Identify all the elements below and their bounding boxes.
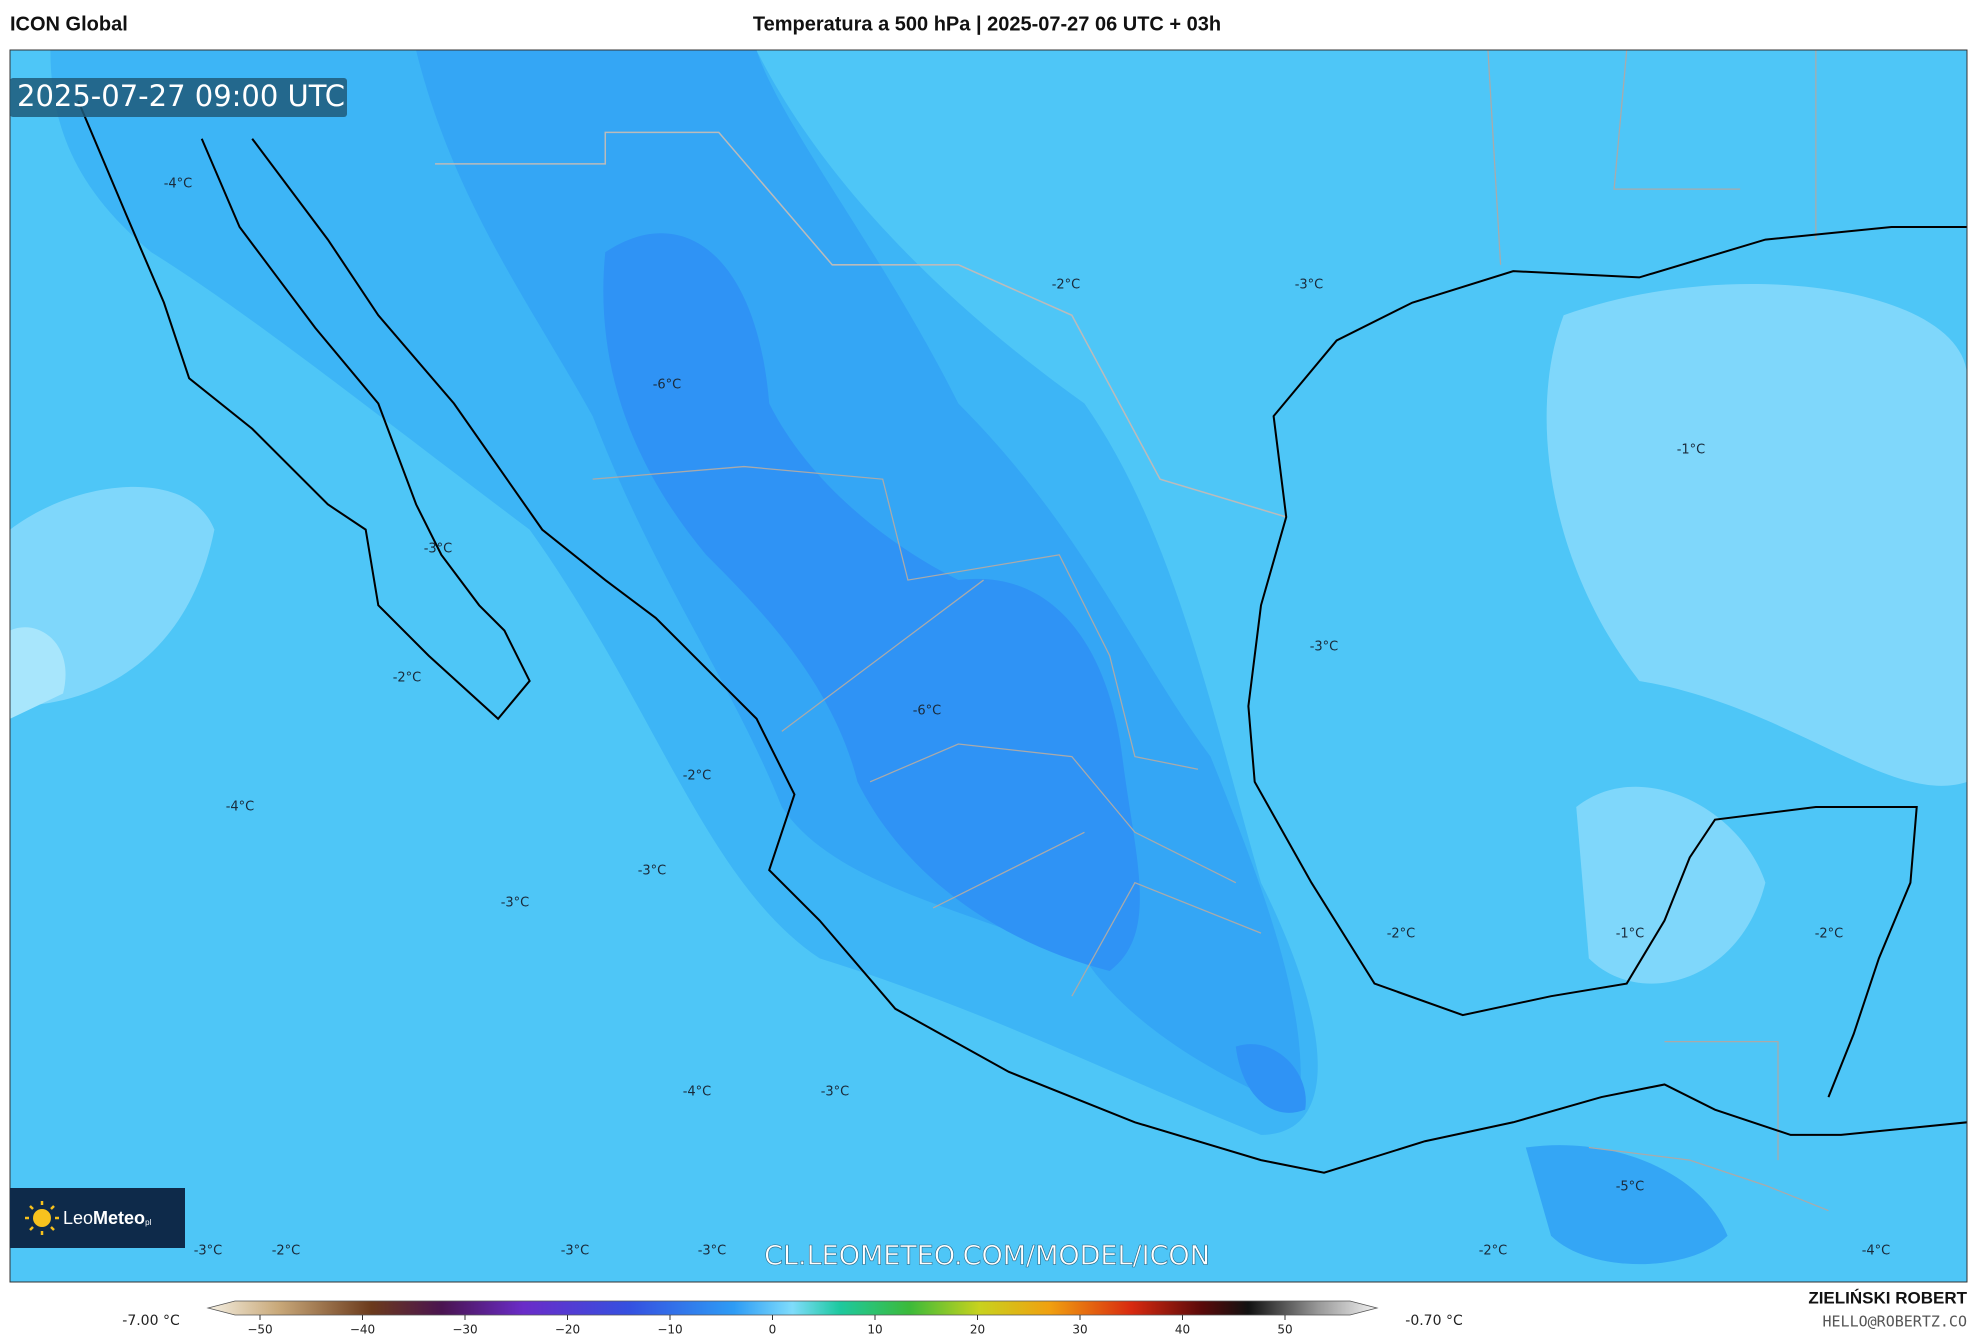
borders: [435, 50, 1829, 1212]
temperature-label: -1°C: [1677, 443, 1706, 458]
logo-part2: Meteo: [93, 1208, 145, 1228]
colorbar-ticks: −50 −40 −30 −20 −10 0 10 20 30 40 50: [247, 1315, 1293, 1337]
author-name: ZIELIŃSKI ROBERT: [1808, 1288, 1967, 1307]
temperature-label: -3°C: [501, 896, 530, 911]
temperature-label: -3°C: [821, 1085, 850, 1100]
colorbar-tick-label: 50: [1277, 1323, 1292, 1337]
map-title: Temperatura a 500 hPa | 2025-07-27 06 UT…: [753, 13, 1221, 35]
temperature-label: -6°C: [913, 704, 942, 719]
temperature-label: -2°C: [1052, 278, 1081, 293]
colorbar-tick-label: −50: [247, 1323, 272, 1337]
colorbar-tick-label: −10: [657, 1323, 682, 1337]
map: -4°C -2°C -3°C -6°C -1°C -3°C -3°C -2°C -6°C -2°C…: [10, 50, 1967, 1282]
temperature-label: -2°C: [393, 671, 422, 686]
temperature-label: -2°C: [1815, 927, 1844, 942]
temperature-label: -1°C: [1616, 927, 1645, 942]
logo-text: LeoMeteopl: [63, 1208, 152, 1228]
temperature-label: -2°C: [683, 769, 712, 784]
colorbar-tick-label: 10: [867, 1323, 882, 1337]
temperature-label: -3°C: [194, 1244, 223, 1259]
logo-sun: [25, 1201, 59, 1235]
model-name: ICON Global: [10, 13, 128, 35]
temperature-label: -5°C: [1616, 1180, 1645, 1195]
timestamp: 2025-07-27 09:00 UTC: [17, 79, 345, 113]
logo-suffix: pl: [145, 1218, 151, 1227]
logo-part1: Leo: [63, 1208, 93, 1228]
temperature-label: -6°C: [653, 378, 682, 393]
colorbar-tick-label: −20: [555, 1323, 580, 1337]
temperature-label: -3°C: [698, 1244, 727, 1259]
colorbar-tick-label: 20: [970, 1323, 985, 1337]
temperature-labels: -4°C -2°C -3°C -6°C -1°C -3°C -3°C -2°C -6°C -2°C…: [164, 177, 1891, 1259]
temperature-label: -2°C: [272, 1244, 301, 1259]
temperature-label: -3°C: [1295, 278, 1324, 293]
colorbar-tick-label: −40: [350, 1323, 375, 1337]
colorbar: [206, 1300, 1379, 1316]
temperature-label: -3°C: [638, 864, 667, 879]
temperature-label: -2°C: [1479, 1244, 1508, 1259]
temperature-label: -3°C: [561, 1244, 590, 1259]
temperature-label: -4°C: [1862, 1244, 1891, 1259]
temperature-label: -4°C: [683, 1085, 712, 1100]
temperature-label: -3°C: [1310, 640, 1339, 655]
timestamp-box: [10, 78, 347, 117]
temperature-label: -2°C: [1387, 927, 1416, 942]
colorbar-tick-label: 0: [769, 1323, 777, 1337]
coastlines: [77, 100, 1967, 1174]
temperature-label: -4°C: [226, 800, 255, 815]
colorbar-tick-label: 40: [1175, 1323, 1190, 1337]
colorbar-tick-label: −30: [452, 1323, 477, 1337]
colorbar-min: -7.00 °C: [122, 1313, 180, 1329]
colorbar-max: -0.70 °C: [1405, 1313, 1463, 1329]
temperature-fields: [10, 50, 1967, 1265]
temperature-label: -3°C: [424, 542, 453, 557]
colorbar-tick-label: 30: [1072, 1323, 1087, 1337]
map-frame: [9, 49, 1968, 1283]
url: CL.LEOMETEO.COM/MODEL/ICON: [764, 1241, 1210, 1272]
author-email: HELLO@ROBERTZ.CO: [1823, 1313, 1968, 1331]
temperature-label: -4°C: [164, 177, 193, 192]
